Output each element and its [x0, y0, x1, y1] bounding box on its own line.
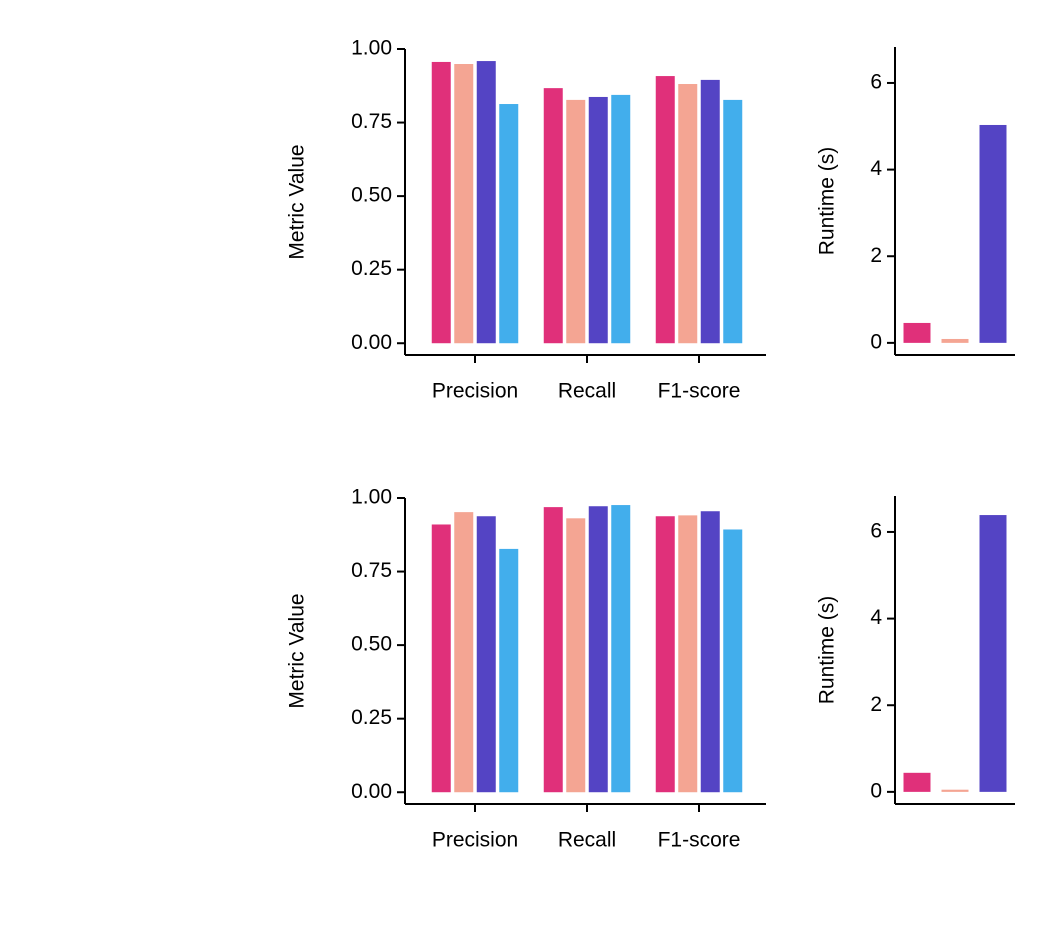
- bar: [903, 322, 931, 343]
- bar: [903, 772, 931, 792]
- bar: [566, 99, 586, 344]
- bar: [678, 515, 698, 793]
- y-tick-label: 1.00: [351, 486, 392, 509]
- y-tick-label: 0.25: [351, 706, 392, 729]
- bar: [941, 338, 969, 343]
- y-tick-label: 0: [870, 330, 882, 353]
- bar: [454, 512, 474, 793]
- y-tick-label: 0.75: [351, 110, 392, 133]
- bar: [678, 84, 698, 344]
- bar: [499, 548, 519, 793]
- x-tick-label: F1-score: [658, 380, 741, 403]
- bar: [979, 515, 1007, 792]
- bar: [611, 94, 631, 344]
- y-axis-label: Runtime (s): [816, 596, 839, 705]
- bar: [431, 524, 451, 793]
- y-tick-label: 1.00: [351, 37, 392, 60]
- x-tick-label: F1-score: [658, 829, 741, 852]
- x-tick-label: Precision: [432, 380, 518, 403]
- bar: [979, 124, 1007, 343]
- bar: [566, 518, 586, 793]
- bar: [723, 99, 743, 344]
- y-axis-label: Metric Value: [286, 593, 309, 708]
- bar: [700, 79, 720, 344]
- y-tick-label: 0.50: [351, 184, 392, 207]
- x-tick-label: Recall: [558, 380, 616, 403]
- y-axis-label: Runtime (s): [816, 147, 839, 256]
- y-tick-label: 0: [870, 779, 882, 802]
- bar: [499, 104, 519, 344]
- bar: [476, 61, 496, 344]
- y-tick-label: 0.25: [351, 257, 392, 280]
- bar: [723, 529, 743, 793]
- y-tick-label: 4: [870, 606, 882, 629]
- bar: [941, 789, 969, 792]
- bar: [476, 516, 496, 793]
- y-tick-label: 6: [870, 71, 882, 94]
- bar: [588, 96, 608, 344]
- y-tick-label: 2: [870, 693, 882, 716]
- bar: [454, 64, 474, 344]
- bar: [431, 61, 451, 344]
- bar: [543, 507, 563, 793]
- bar: [543, 88, 563, 344]
- bar: [655, 76, 675, 344]
- bar: [588, 506, 608, 793]
- y-tick-label: 2: [870, 244, 882, 267]
- y-tick-label: 0.00: [351, 331, 392, 354]
- x-tick-label: Precision: [432, 829, 518, 852]
- y-tick-label: 0.50: [351, 633, 392, 656]
- y-tick-label: 0.00: [351, 780, 392, 803]
- bar: [700, 511, 720, 793]
- y-tick-label: 6: [870, 520, 882, 543]
- y-axis-label: Metric Value: [286, 144, 309, 259]
- x-tick-label: Recall: [558, 829, 616, 852]
- y-tick-label: 0.75: [351, 559, 392, 582]
- bar: [611, 505, 631, 793]
- bar: [655, 516, 675, 793]
- y-tick-label: 4: [870, 157, 882, 180]
